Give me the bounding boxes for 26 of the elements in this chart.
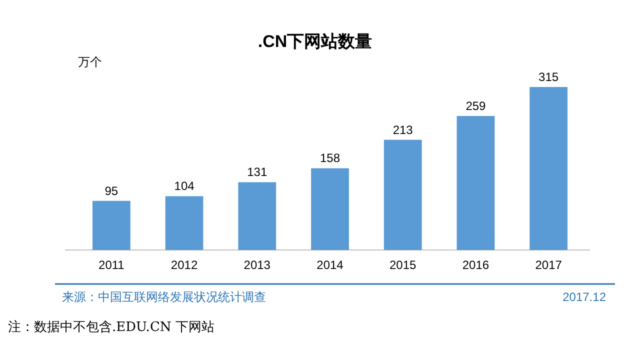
- source-note: 来源：中国互联网络发展状况统计调查: [62, 290, 266, 304]
- chart-title: .CN下网站数量: [258, 32, 372, 51]
- y-axis-title: 万个: [78, 55, 102, 69]
- bar: [238, 182, 276, 250]
- data-label: 259: [466, 98, 486, 113]
- bar: [311, 168, 349, 250]
- bar: [165, 196, 204, 250]
- data-label: 104: [174, 179, 195, 194]
- x-tick-label: 2013: [244, 258, 271, 272]
- x-tick-label: 2011: [98, 258, 125, 272]
- x-tick-label: 2015: [390, 258, 417, 272]
- text: 注：数据中不包含.EDU.CN 下网站: [8, 320, 214, 335]
- data-label: 158: [320, 151, 340, 166]
- bar: [530, 87, 568, 250]
- data-label: 213: [392, 122, 414, 137]
- bar: [92, 200, 130, 250]
- text: 2017.12: [562, 290, 606, 304]
- bar: [384, 140, 422, 250]
- data-label: 95: [104, 184, 118, 198]
- data-label: 131: [247, 165, 268, 180]
- x-tick-label: 2012: [170, 258, 198, 272]
- x-tick-label: 2017: [535, 258, 562, 272]
- data-label: 315: [538, 70, 559, 84]
- x-tick-label: 2016: [462, 258, 490, 272]
- bar: [456, 116, 495, 250]
- x-tick-label: 2014: [316, 258, 344, 272]
